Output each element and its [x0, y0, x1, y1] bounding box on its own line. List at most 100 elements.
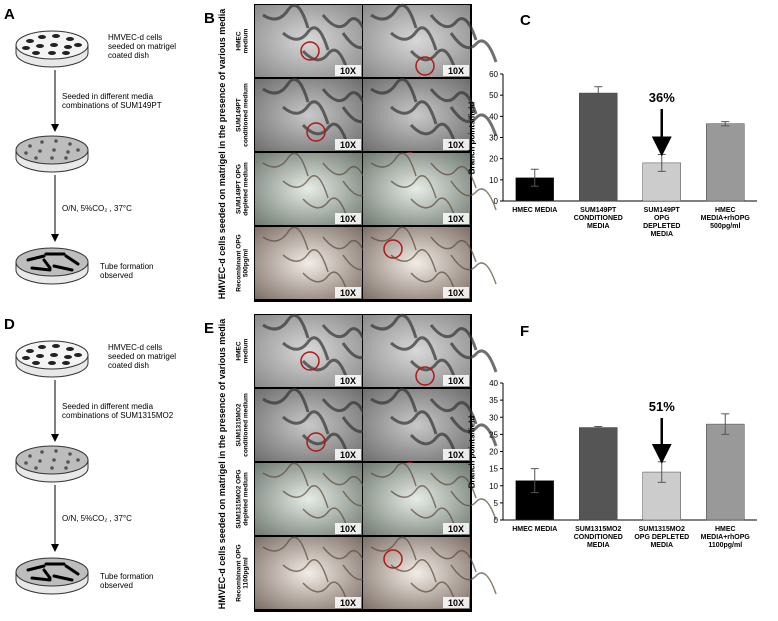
cell — [34, 156, 38, 160]
row-label: SUM149PT OPG depleted medium — [235, 162, 250, 216]
vessel-network — [301, 122, 350, 147]
cell — [66, 37, 74, 41]
y-tick-label: 15 — [489, 465, 498, 474]
panel-label: A — [4, 6, 15, 23]
cell — [62, 51, 70, 55]
x-tick-label: SUM1315MO2 CONDITIONED MEDIA — [573, 526, 623, 550]
tube — [64, 564, 80, 576]
magnification: 10X — [340, 524, 356, 534]
vessel-network — [262, 226, 309, 251]
vessel-network — [322, 236, 369, 263]
vessel-network — [390, 100, 438, 125]
vessel-network — [262, 314, 310, 339]
mag-box — [335, 449, 361, 460]
panel-label: F — [520, 323, 530, 340]
tube — [42, 258, 52, 270]
x-tick-label: HMEC MEDIA+rhOPG 500pg/ml — [700, 207, 750, 231]
vessel-network — [390, 410, 438, 435]
magnification: 10X — [448, 524, 464, 534]
vessel-network — [282, 100, 330, 125]
y-tick-label: 25 — [489, 430, 498, 439]
side-label: HMVEC-d cells seeded on matrigel in the … — [216, 318, 227, 610]
tube — [52, 264, 74, 272]
magnification: 10X — [340, 450, 356, 460]
x-tick-label: HMEC MEDIA — [512, 207, 558, 214]
annotation: 51% — [649, 399, 675, 414]
vessel-network — [302, 507, 349, 531]
x-tick-label: HMEC MEDIA — [512, 526, 558, 533]
mag-box — [443, 287, 469, 298]
y-tick-label: 35 — [489, 396, 498, 405]
panel-label: C — [520, 12, 531, 29]
vessel-network — [322, 472, 369, 499]
vessel-network — [322, 546, 369, 573]
magnification: 10X — [340, 214, 356, 224]
cell — [26, 39, 34, 43]
vessel-network — [390, 249, 437, 273]
tube — [64, 254, 80, 266]
y-axis-label: Branch points/field — [467, 101, 477, 174]
annotation: 36% — [649, 90, 675, 105]
cell — [52, 344, 60, 348]
cell — [34, 466, 38, 470]
vessel-network — [370, 226, 417, 251]
vessel-network — [429, 324, 478, 351]
x-tick-label: SUM149PT OPG DEPLETED MEDIA — [643, 207, 681, 239]
vessel-network — [322, 162, 369, 189]
vessel-network — [301, 432, 350, 457]
tube — [42, 568, 52, 580]
cell — [62, 361, 70, 365]
vessel-network — [262, 388, 310, 413]
vessel-network — [262, 462, 309, 487]
y-tick-label: 40 — [489, 379, 498, 388]
vessel-network — [262, 4, 310, 29]
mag-box — [335, 139, 361, 150]
vessel-network — [262, 78, 310, 103]
vessel-network — [390, 559, 437, 583]
error-bar — [594, 86, 603, 100]
mag-box — [443, 213, 469, 224]
magnification: 10X — [448, 376, 464, 386]
cell — [68, 452, 72, 456]
cell — [36, 44, 44, 48]
y-tick-label: 30 — [489, 413, 498, 422]
vessel-network — [302, 197, 349, 221]
error-bar — [721, 413, 730, 435]
y-tick-label: 5 — [494, 499, 499, 508]
vessel-network — [262, 536, 309, 561]
y-tick-label: 40 — [489, 112, 498, 121]
vessel-network — [450, 490, 497, 521]
cell — [52, 458, 56, 462]
cell — [26, 349, 34, 353]
vessel-network — [301, 48, 350, 73]
vessel-network — [370, 4, 418, 29]
vessel-network — [409, 432, 458, 457]
cell — [38, 345, 46, 349]
mag-box — [335, 597, 361, 608]
cell — [22, 356, 30, 360]
mag-box — [443, 449, 469, 460]
vessel-network — [449, 342, 498, 373]
vessel-network — [430, 236, 477, 263]
vessel-network — [282, 336, 330, 361]
y-tick-label: 30 — [489, 134, 498, 143]
mag-box — [443, 375, 469, 386]
tube — [30, 576, 52, 582]
y-tick-label: 60 — [489, 70, 498, 79]
vessel-network — [370, 78, 418, 103]
error-bar — [594, 425, 603, 430]
cell — [68, 142, 72, 146]
magnification: 10X — [448, 288, 464, 298]
vessel-network — [430, 546, 477, 573]
tube — [26, 564, 46, 572]
y-tick-label: 10 — [489, 482, 498, 491]
magnification: 10X — [340, 66, 356, 76]
vessel-network — [429, 88, 478, 115]
vessel-network — [430, 472, 477, 499]
vessel-network — [410, 581, 457, 605]
tube — [30, 266, 52, 272]
magnification: 10X — [340, 288, 356, 298]
bar — [706, 123, 745, 202]
cell — [28, 144, 32, 148]
mag-box — [443, 597, 469, 608]
